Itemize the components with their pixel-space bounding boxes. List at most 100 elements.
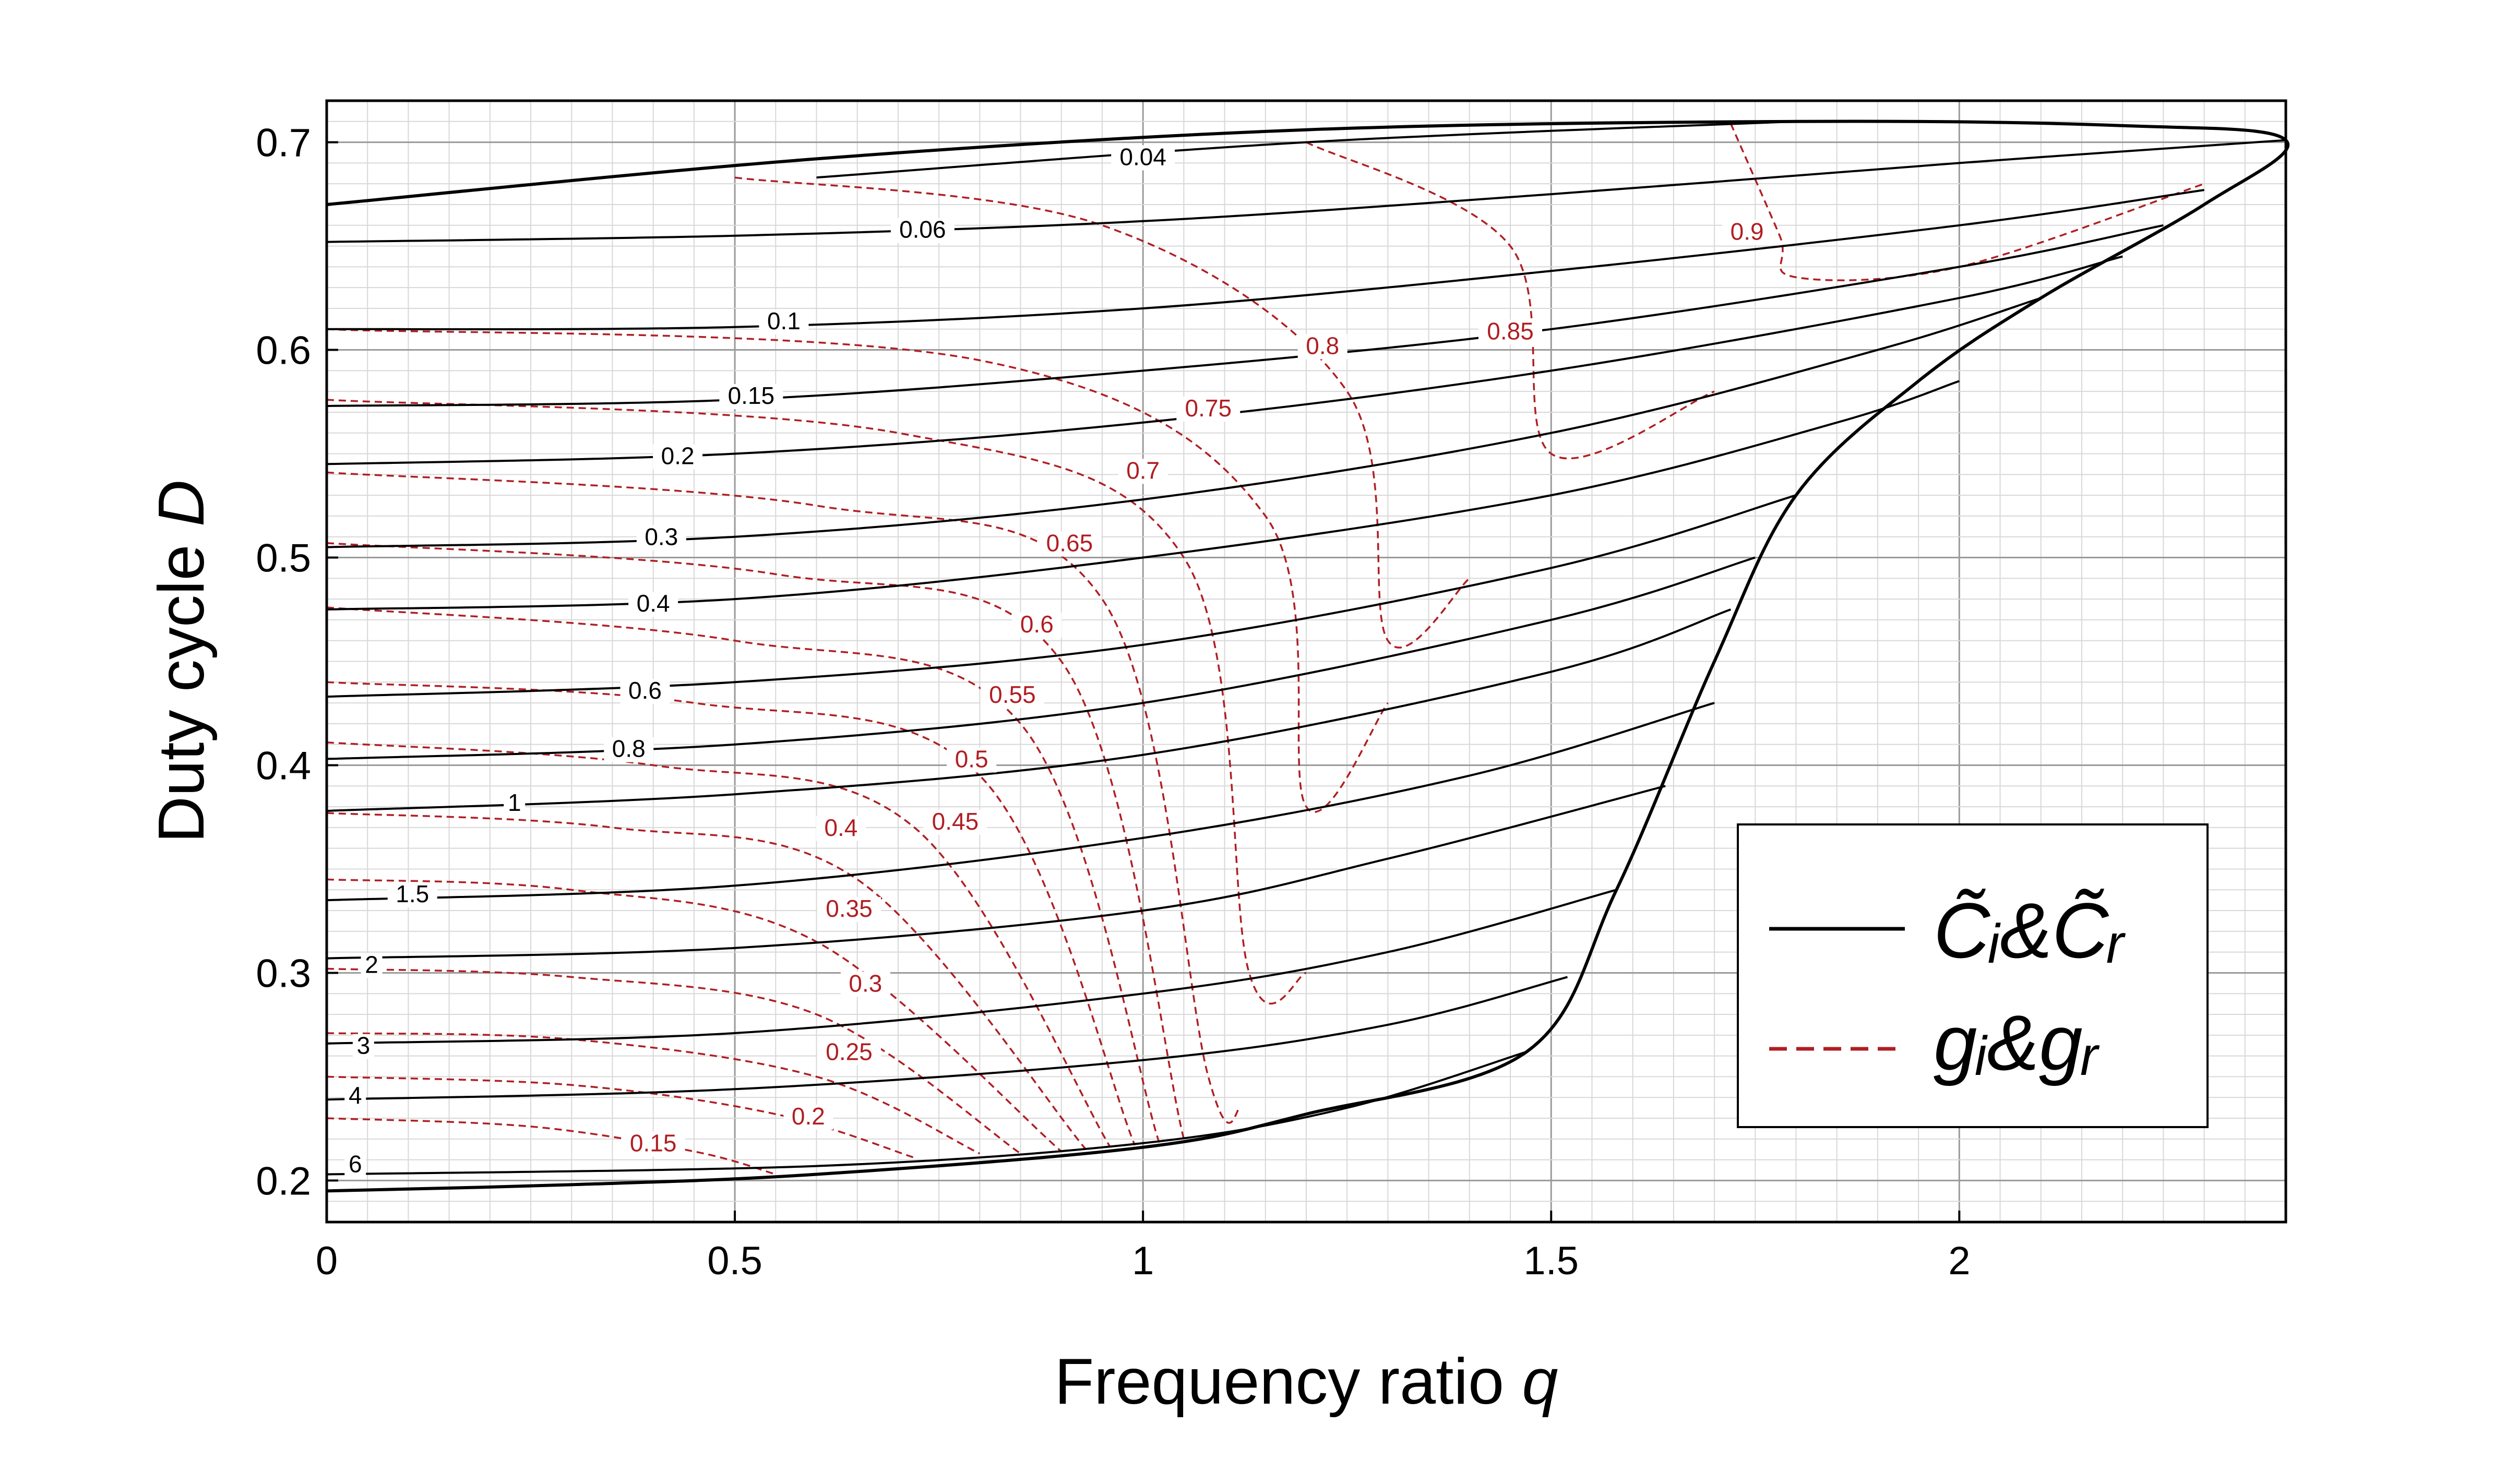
g-contour-label-background — [947, 747, 997, 773]
y-tick-label: 0.7 — [256, 121, 311, 165]
g-contour-label: 0.45 — [932, 808, 979, 835]
x-tick-label: 2 — [1948, 1239, 1970, 1283]
g-contour-label: 0.9 — [1731, 218, 1764, 245]
y-axis-title: Duty cycle D — [146, 480, 218, 843]
g-contour-label-background — [1176, 396, 1240, 422]
x-axis-variable: q — [1522, 1346, 1558, 1418]
g-contour-line — [326, 1117, 776, 1176]
c-contour-label-background — [504, 791, 526, 817]
g-contour-line — [326, 542, 1185, 1140]
c-contour-label: 0.15 — [728, 382, 775, 409]
g-contour-label: 0.5 — [955, 746, 988, 773]
y-axis-title-text: Duty cycle — [146, 545, 218, 843]
c-contour-label: 1.5 — [396, 880, 429, 907]
g-contour-label: 0.35 — [826, 895, 873, 922]
y-tick-label: 0.4 — [256, 744, 311, 788]
plot-frame — [325, 99, 2287, 1224]
c-contour-label-background — [344, 1084, 366, 1109]
c-contour-label-background — [352, 1034, 374, 1059]
g-contour-label-background — [621, 1131, 685, 1157]
c-contour-line — [326, 224, 2164, 407]
c-contour-label: 0.8 — [612, 735, 646, 762]
g-contour-label-background — [783, 1104, 833, 1130]
g-contour-label-background — [817, 897, 881, 923]
c-contour-label-background — [620, 679, 670, 704]
g-contour-label: 0.15 — [630, 1130, 677, 1157]
legend-label-c: C̃ᵢ&C̃ᵣ — [1934, 887, 2126, 974]
c-contour-label-background — [387, 882, 437, 908]
g-contour-label: 0.75 — [1185, 394, 1232, 422]
c-contour-label-background — [719, 384, 783, 410]
c-contour-line — [816, 120, 1796, 179]
g-contour-label-background — [923, 809, 987, 835]
legend-box — [1737, 823, 2209, 1128]
c-contour-line — [326, 139, 2286, 243]
region-boundary-line — [326, 119, 2289, 1193]
g-contour-label: 0.85 — [1487, 318, 1534, 345]
g-contour-label-background — [1722, 220, 1772, 245]
c-contour-label-background — [344, 1152, 366, 1178]
c-contour-line — [326, 976, 1568, 1101]
g-contour-label-background — [817, 1040, 881, 1066]
g-contour-label-background — [840, 972, 890, 997]
y-tick-label: 0.3 — [256, 951, 311, 996]
x-tick-label: 1.5 — [1523, 1239, 1579, 1283]
g-contour-label-background — [816, 816, 866, 841]
g-contour-label-background — [1297, 334, 1347, 360]
g-contour-label: 0.8 — [1306, 332, 1339, 360]
c-contour-label-background — [361, 953, 383, 978]
g-contour-line — [1306, 141, 1715, 460]
x-axis-title-text: Frequency ratio — [1055, 1346, 1505, 1418]
c-contour-line — [326, 556, 1756, 760]
y-tick-label: 0.2 — [256, 1159, 311, 1203]
c-contour-label: 1 — [508, 789, 521, 816]
c-contour-label: 6 — [349, 1151, 362, 1178]
g-contour-label: 0.7 — [1126, 457, 1160, 484]
c-contour-label-background — [653, 444, 703, 470]
c-contour-label-background — [759, 309, 809, 334]
c-contour-label: 0.1 — [767, 307, 801, 334]
c-contour-label-background — [628, 592, 678, 617]
c-contour-label: 3 — [357, 1032, 371, 1059]
g-contour-label-background — [1478, 319, 1543, 345]
g-contour-line — [326, 606, 1161, 1144]
g-contour-label: 0.65 — [1046, 530, 1093, 557]
x-tick-label: 0 — [316, 1239, 338, 1283]
c-contour-label-background — [604, 737, 654, 762]
g-contour-label: 0.6 — [1020, 611, 1054, 638]
legend-label-g: gᵢ&gᵣ — [1934, 999, 2100, 1086]
c-contour-label: 0.04 — [1119, 143, 1166, 170]
g-contour-line — [326, 1075, 915, 1159]
series-layer: 0.15 0.2 0.25 0.3 0.35 0.4 0.45 0.5 0.55 0.6 0.65 0… — [326, 119, 2289, 1193]
ticks: 0 0.5 1 1.5 2 0.2 0.3 0.4 0.5 0.6 0.7 — [256, 121, 1970, 1283]
g-contour-label-background — [1012, 612, 1062, 638]
g-contour-line — [326, 812, 1087, 1150]
c-contour-label: 4 — [349, 1082, 362, 1109]
g-contour-line — [326, 878, 1062, 1153]
g-contour-label-background — [1118, 459, 1168, 484]
c-contour-line — [326, 889, 1617, 1045]
c-contour-line — [326, 702, 1715, 902]
c-contour-label-background — [636, 525, 686, 550]
c-contour-label: 0.2 — [661, 442, 695, 469]
c-contour-label: 0.06 — [899, 216, 946, 243]
c-contour-label-background — [890, 218, 955, 243]
y-tick-label: 0.6 — [256, 329, 311, 373]
c-contour-label: 0.4 — [637, 590, 670, 617]
y-axis-variable: D — [146, 480, 218, 527]
g-contour-label: 0.25 — [826, 1038, 873, 1066]
g-contour-label: 0.3 — [849, 970, 882, 997]
c-contour-line — [326, 189, 2204, 331]
c-contour-line — [326, 785, 1666, 960]
g-contour-label: 0.4 — [824, 814, 857, 841]
c-contour-line — [326, 494, 1797, 698]
y-tick-label: 0.5 — [256, 536, 311, 581]
g-contour-label: 0.2 — [792, 1103, 825, 1130]
c-contour-label: 0.6 — [628, 677, 662, 704]
legend: C̃ᵢ&C̃ᵣ gᵢ&gᵣ — [1737, 823, 2209, 1128]
x-tick-label: 0.5 — [707, 1239, 762, 1283]
g-contour-line — [326, 399, 1307, 1005]
x-tick-label: 1 — [1132, 1239, 1154, 1283]
